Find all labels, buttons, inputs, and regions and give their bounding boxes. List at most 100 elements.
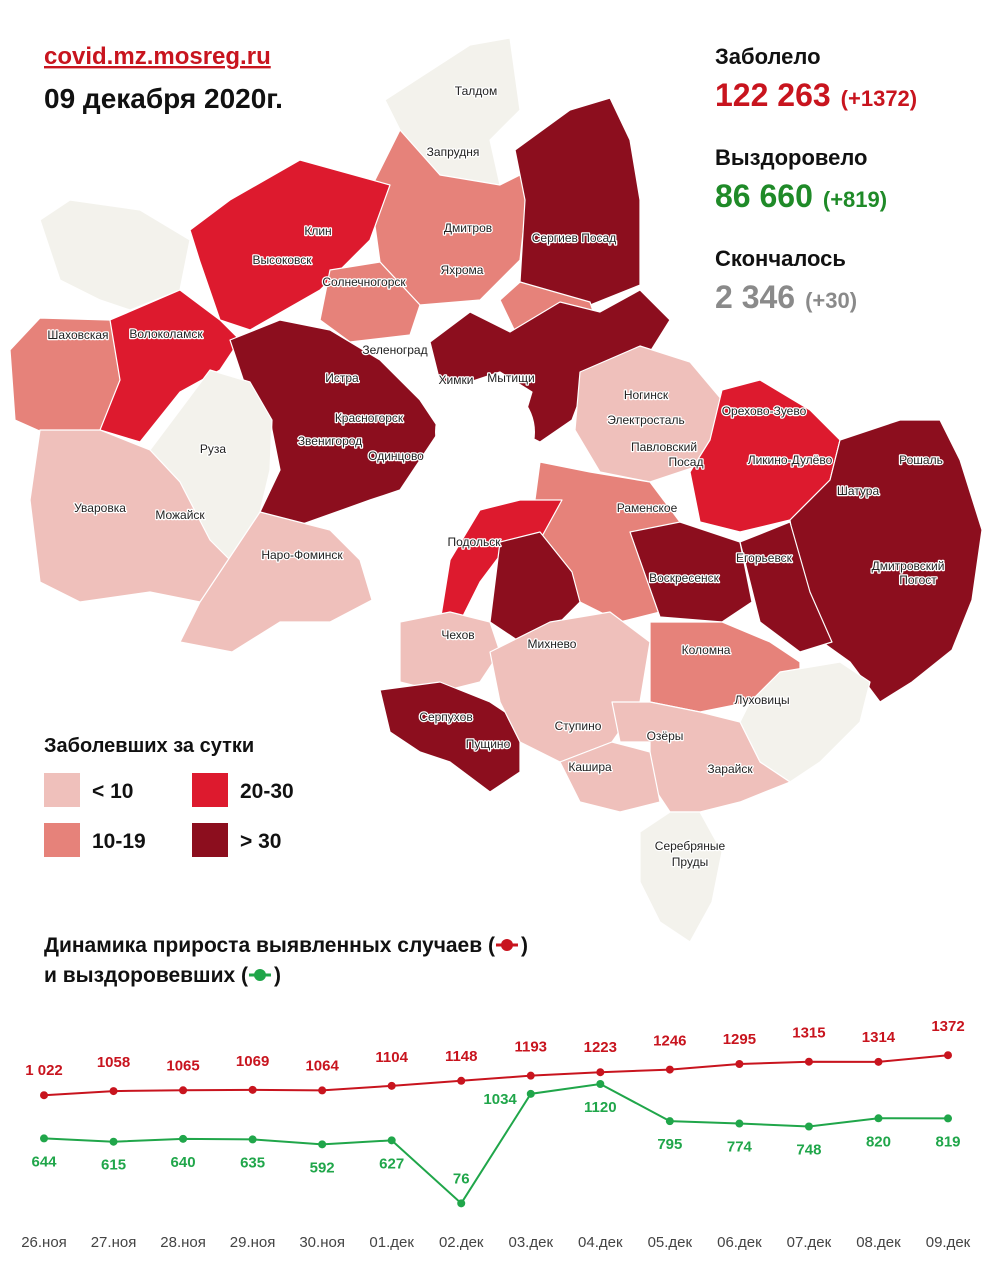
line-chart: 26.ноя 27.ноя 28.ноя 29.ноя 30.ноя 01.дек 02.д…: [21, 1018, 970, 1251]
x-tick-label: 26.ноя: [21, 1234, 67, 1251]
region: [739, 521, 833, 653]
chart-title: и выздоровевших (): [44, 964, 281, 987]
stat-label: Заболело: [715, 44, 821, 69]
map: Талдом Запрудня Клин Высоковск Дмитров Яхрома…: [9, 37, 983, 943]
stat-label: Выздоровело: [715, 145, 868, 170]
x-tick-label: 04.дек: [578, 1234, 623, 1251]
region: [559, 741, 661, 813]
point: [596, 1068, 605, 1077]
map-label: Ногинск: [624, 388, 669, 402]
stat-delta: (+30): [805, 288, 857, 313]
data-label: 819: [935, 1133, 960, 1150]
x-tick-label: 05.дек: [648, 1234, 693, 1251]
x-tick-label: 27.ноя: [91, 1234, 137, 1251]
data-label: 1120: [584, 1099, 617, 1116]
legend-marker: [500, 939, 513, 951]
map-label: Солнечногорск: [322, 275, 406, 289]
map-label: Яхрома: [441, 263, 484, 277]
point: [457, 1199, 466, 1208]
data-label: 1295: [723, 1031, 756, 1048]
data-label: 1246: [653, 1033, 686, 1050]
region: [189, 159, 391, 331]
map-label: Пущино: [466, 737, 511, 751]
stats: Заболело 122 263 (+1372) Выздоровело 86 660 (…: [715, 44, 917, 315]
data-label: 820: [866, 1133, 891, 1150]
point: [109, 1137, 118, 1146]
map-label: Можайск: [155, 508, 205, 522]
map-label: Орехово-Зуево: [722, 404, 807, 418]
map-label: Волоколамск: [129, 327, 203, 341]
x-tick-label: 08.дек: [856, 1234, 901, 1251]
point: [387, 1081, 396, 1090]
map-label: Чехов: [441, 628, 474, 642]
point: [804, 1057, 813, 1066]
map-label: Воскресенск: [649, 571, 720, 585]
x-tick-label: 30.ноя: [299, 1234, 345, 1251]
data-label: 640: [171, 1154, 196, 1171]
region: [629, 521, 753, 623]
region: [489, 531, 581, 643]
region: [739, 661, 871, 783]
region: [39, 199, 191, 311]
data-label: 1069: [236, 1053, 269, 1070]
data-label: 795: [657, 1136, 682, 1153]
map-label: Серебряные: [655, 839, 726, 853]
point: [457, 1076, 466, 1085]
title-text: ): [274, 964, 281, 987]
series-line: [43, 1082, 949, 1205]
series-line: [43, 1054, 949, 1097]
point: [596, 1080, 605, 1088]
data-label: 1372: [931, 1018, 964, 1035]
map-label: Павловский: [631, 440, 697, 454]
map-label: Истра: [325, 371, 359, 385]
legend-swatch: [44, 773, 80, 807]
data-label: 1 022: [25, 1062, 63, 1079]
data-label: 1314: [862, 1029, 896, 1046]
point: [40, 1091, 48, 1100]
data-label: 615: [101, 1157, 126, 1174]
point: [944, 1114, 952, 1123]
region: [514, 97, 641, 306]
title-text: Динамика прироста выявленных случаев (: [44, 934, 495, 957]
data-label: 76: [453, 1170, 470, 1187]
x-tick-label: 03.дек: [509, 1234, 554, 1251]
region: [639, 811, 723, 943]
stat-number: 2 346: [715, 279, 795, 315]
point: [665, 1117, 674, 1126]
legend-label: 10-19: [92, 830, 146, 853]
map-label: Мытищи: [487, 371, 534, 385]
x-tick-label: 06.дек: [717, 1234, 762, 1251]
map-label: Подольск: [448, 535, 502, 549]
data-label: 1034: [483, 1091, 517, 1108]
map-label: Погост: [899, 573, 937, 587]
data-label: 1065: [166, 1057, 199, 1074]
title-text: ): [521, 934, 528, 957]
map-label: Шатура: [837, 484, 880, 498]
legend: < 10 10-19 20-30 > 30: [44, 773, 294, 857]
point: [804, 1122, 813, 1131]
x-tick-label: 09.дек: [926, 1234, 971, 1251]
data-label: 1058: [97, 1054, 130, 1071]
data-label: 1193: [514, 1039, 547, 1056]
point: [944, 1051, 952, 1060]
region: [319, 261, 421, 343]
point: [526, 1089, 535, 1098]
map-label: Михнево: [528, 637, 577, 651]
map-label: Пруды: [672, 855, 708, 869]
map-label: Зеленоград: [362, 343, 427, 357]
map-label: Наро-Фоминск: [261, 548, 343, 562]
data-label: 592: [310, 1159, 335, 1176]
point: [248, 1085, 257, 1094]
map-label: Ликино-Дулёво: [748, 453, 833, 467]
data-label: 1064: [305, 1057, 339, 1074]
point: [387, 1136, 396, 1145]
point: [665, 1065, 674, 1074]
map-label: Уваровка: [74, 501, 126, 515]
map-label: Раменское: [617, 501, 678, 515]
map-label: Егорьевск: [736, 551, 793, 565]
legend-title: Заболевших за сутки: [44, 735, 254, 757]
point: [40, 1134, 48, 1143]
point: [318, 1086, 327, 1095]
stat-number: 122 263: [715, 77, 831, 113]
